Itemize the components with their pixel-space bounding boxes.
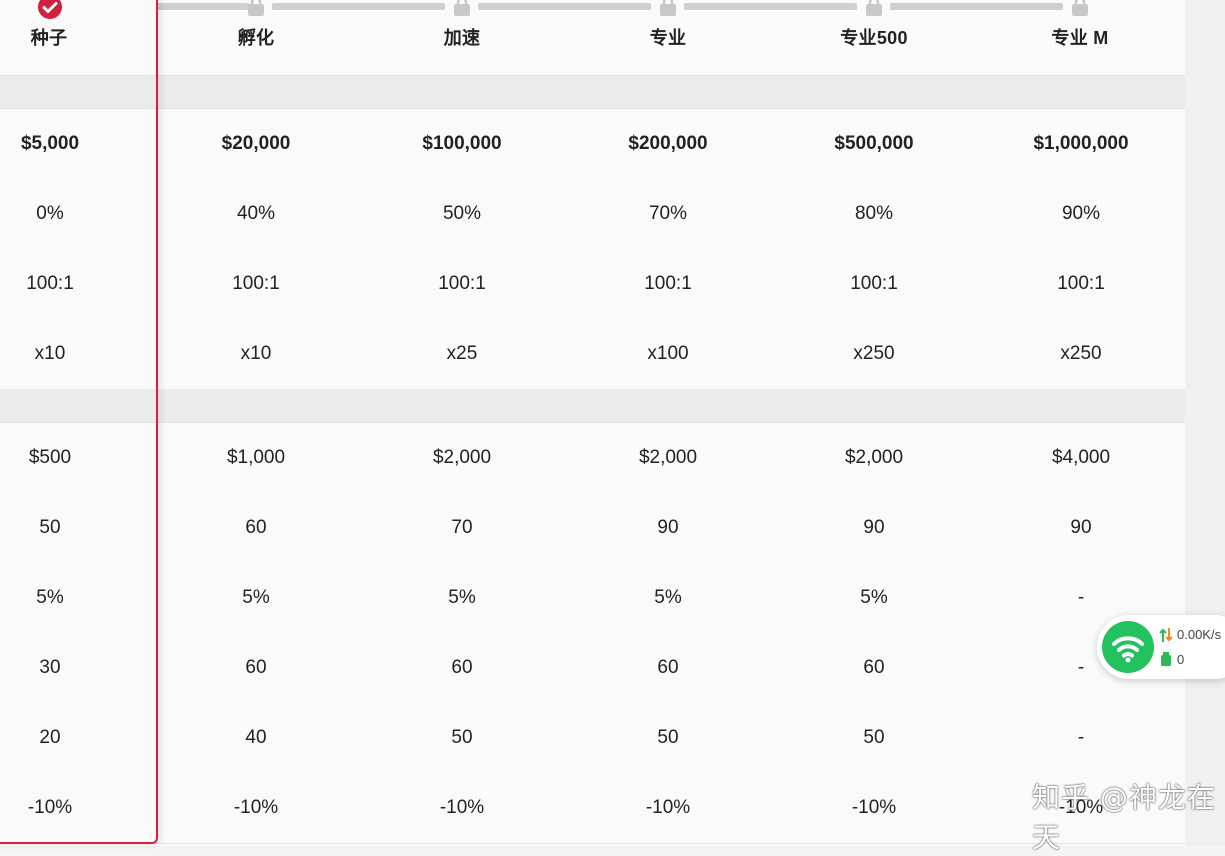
table-cell: 50 [39,517,61,538]
table-cell: $500 [28,447,72,468]
table-cell: $2,000 [432,447,492,468]
table-cell: 90 [1070,517,1092,538]
table-cell: $1,000,000 [1033,133,1129,154]
table-cell: $4,000 [1051,447,1111,468]
table-row: -10% -10% -10% -10% -10% -10% [0,773,1185,844]
table-cell: 80% [854,203,894,224]
table-cell: $100,000 [422,133,502,154]
progress-track [890,3,1063,10]
table-cell: 5% [36,587,64,608]
table-cell: $2,000 [844,447,904,468]
table-cell: 100:1 [232,273,280,294]
progress-track [272,3,445,10]
table-cell: -10% [27,797,73,818]
table-cell: - [1077,727,1085,748]
lock-icon [452,0,472,16]
progress-track [157,3,249,10]
table-cell: x250 [1060,343,1102,364]
table-row: x10 x10 x25 x100 x250 x250 [0,319,1185,390]
table-row: 30 60 60 60 60 - [0,633,1185,704]
table-cell: 60 [657,657,679,678]
table-cell: 60 [245,657,267,678]
table-row: 0% 40% 50% 70% 80% 90% [0,179,1185,250]
table-cell: 50 [863,727,885,748]
section-divider [0,389,1185,423]
table-row: $5,000 $20,000 $100,000 $200,000 $500,00… [0,109,1185,180]
lock-icon [246,0,266,16]
table-row: 50 60 70 90 90 90 [0,493,1185,564]
plan-comparison-table: 种子 孵化 加速 专业 专业500 专业 M $5,000 $20,000 $1… [0,0,1185,846]
table-cell: 40% [236,203,276,224]
table-cell: 50 [451,727,473,748]
table-cell: -10% [645,797,691,818]
network-speed-text: 0.00K/s [1177,627,1222,642]
table-cell: -10% [439,797,485,818]
table-cell: 90% [1061,203,1101,224]
table-cell: 5% [860,587,888,608]
table-cell: $20,000 [221,133,291,154]
table-cell: x250 [853,343,895,364]
table-cell: - [1077,657,1085,678]
table-cell: $1,000 [226,447,286,468]
table-row: 20 40 50 50 50 - [0,703,1185,774]
table-row: 100:1 100:1 100:1 100:1 100:1 100:1 [0,249,1185,320]
table-cell: -10% [851,797,897,818]
table-cell: 50 [657,727,679,748]
table-cell: 40 [245,727,267,748]
table-cell: 30 [39,657,61,678]
table-row: $500 $1,000 $2,000 $2,000 $2,000 $4,000 [0,423,1185,494]
table-cell: 100:1 [438,273,486,294]
lock-icon [658,0,678,16]
section-divider [0,76,1185,109]
table-cell: $5,000 [20,133,80,154]
plan-header-row: 种子 孵化 加速 专业 专业500 专业 M [0,0,1185,76]
plan-name-seed[interactable]: 种子 [30,28,68,48]
table-cell: 60 [245,517,267,538]
table-cell: 50% [442,203,482,224]
table-cell: x10 [34,343,66,364]
plan-name-pro500[interactable]: 专业500 [840,28,908,48]
table-cell: 90 [657,517,679,538]
lock-icon [864,0,884,16]
table-cell: $500,000 [834,133,914,154]
plan-name-pro-m[interactable]: 专业 M [1051,28,1109,48]
table-cell: -10% [233,797,279,818]
table-cell: x10 [240,343,272,364]
phone-icon [1160,652,1172,666]
table-cell: -10% [1058,797,1104,818]
plan-name-incubate[interactable]: 孵化 [237,28,275,48]
table-cell: $2,000 [638,447,698,468]
table-cell: 5% [242,587,270,608]
table-cell: 100:1 [26,273,74,294]
table-cell: 90 [863,517,885,538]
table-cell: 100:1 [850,273,898,294]
table-cell: x25 [446,343,478,364]
table-cell: 100:1 [1057,273,1105,294]
check-circle-icon [37,0,63,20]
lock-icon [1070,0,1090,16]
table-cell: - [1077,587,1085,608]
table-cell: 70% [648,203,688,224]
page-scroll-gutter [1185,0,1225,846]
table-cell: 5% [654,587,682,608]
table-cell: 20 [39,727,61,748]
table-cell: x100 [647,343,689,364]
network-count-text: 0 [1177,652,1185,667]
wifi-icon [1102,621,1154,673]
table-cell: 60 [863,657,885,678]
transfer-arrows-icon [1159,627,1173,643]
plan-name-accelerate[interactable]: 加速 [443,28,481,48]
table-cell: 0% [36,203,64,224]
table-row: 5% 5% 5% 5% 5% - [0,563,1185,634]
table-cell: 70 [451,517,473,538]
table-cell: 60 [451,657,473,678]
plan-name-pro[interactable]: 专业 [649,28,687,48]
progress-track [684,3,857,10]
progress-track [478,3,651,10]
table-cell: $200,000 [628,133,708,154]
table-cell: 100:1 [644,273,692,294]
network-speed-widget[interactable]: 0.00K/s 0 [1097,615,1225,679]
table-cell: 5% [448,587,476,608]
watermark: 知乎 @神龙在天 [1032,781,1216,854]
